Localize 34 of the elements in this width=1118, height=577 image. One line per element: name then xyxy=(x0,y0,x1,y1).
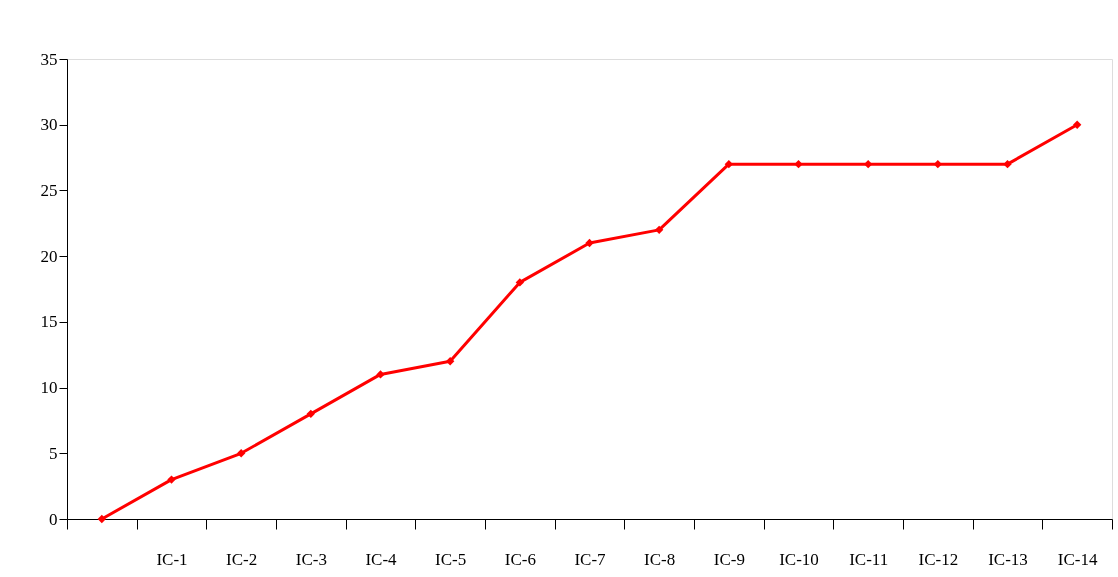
point xyxy=(376,370,385,379)
x-tick-label: IC-13 xyxy=(988,549,1028,569)
x-tick-label: IC-10 xyxy=(779,549,819,569)
x-tick-label: IC-5 xyxy=(435,549,467,569)
y-tick-label: 10 xyxy=(40,378,58,398)
x-tick-label: IC-4 xyxy=(365,549,398,569)
y-tick-label: 35 xyxy=(40,49,58,69)
y-tick-label: 25 xyxy=(40,180,58,200)
point xyxy=(1072,120,1082,129)
x-tick-label: IC-14 xyxy=(1057,549,1098,569)
x-tick-label: IC-7 xyxy=(574,549,607,569)
y-tick-label: 30 xyxy=(40,115,58,135)
x-tick-label: IC-11 xyxy=(849,549,889,569)
x-tick-label: IC-12 xyxy=(918,549,959,569)
y-tick-label: 0 xyxy=(49,509,58,529)
x-tick-label: IC-1 xyxy=(156,549,188,569)
point xyxy=(167,475,176,484)
point xyxy=(654,225,664,235)
x-tick-label: IC-3 xyxy=(295,549,327,569)
point xyxy=(97,514,107,524)
point xyxy=(794,159,803,169)
point xyxy=(236,449,246,458)
point xyxy=(585,238,594,248)
x-tick-label: IC-8 xyxy=(644,549,676,569)
y-tick-label: 5 xyxy=(49,443,58,463)
point xyxy=(515,278,525,287)
point xyxy=(306,409,316,419)
point xyxy=(445,357,455,366)
x-tick-label: IC-6 xyxy=(504,549,536,569)
y-tick-label: 15 xyxy=(40,312,58,332)
x-tick-label: IC-2 xyxy=(226,549,258,569)
point xyxy=(1003,159,1012,169)
y-tick-label: 20 xyxy=(40,246,58,266)
x-tick-label: IC-9 xyxy=(713,549,745,569)
